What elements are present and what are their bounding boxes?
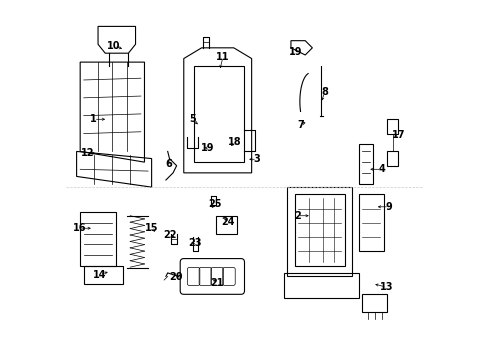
Text: 19: 19 [288,47,302,57]
Text: 15: 15 [144,223,158,233]
Text: 25: 25 [208,199,222,209]
Text: 19: 19 [201,143,214,153]
Text: 5: 5 [189,114,196,124]
Text: 20: 20 [169,272,183,282]
Text: 18: 18 [227,138,241,148]
Text: 24: 24 [221,217,234,227]
Text: 23: 23 [188,238,202,248]
Text: 9: 9 [385,202,392,212]
Text: 14: 14 [93,270,106,280]
Text: 4: 4 [378,164,384,174]
Text: 16: 16 [73,223,86,233]
Text: 12: 12 [81,148,94,158]
Text: 3: 3 [253,154,260,164]
Text: 11: 11 [216,52,229,62]
Text: 7: 7 [297,120,304,130]
Text: 8: 8 [321,87,327,98]
Text: 6: 6 [165,159,172,169]
Text: 22: 22 [163,230,177,240]
Text: 21: 21 [209,278,223,288]
Text: 13: 13 [379,282,393,292]
Text: 2: 2 [293,211,300,221]
Text: 1: 1 [90,114,97,124]
Text: 10: 10 [107,41,121,51]
Text: 17: 17 [391,130,405,140]
